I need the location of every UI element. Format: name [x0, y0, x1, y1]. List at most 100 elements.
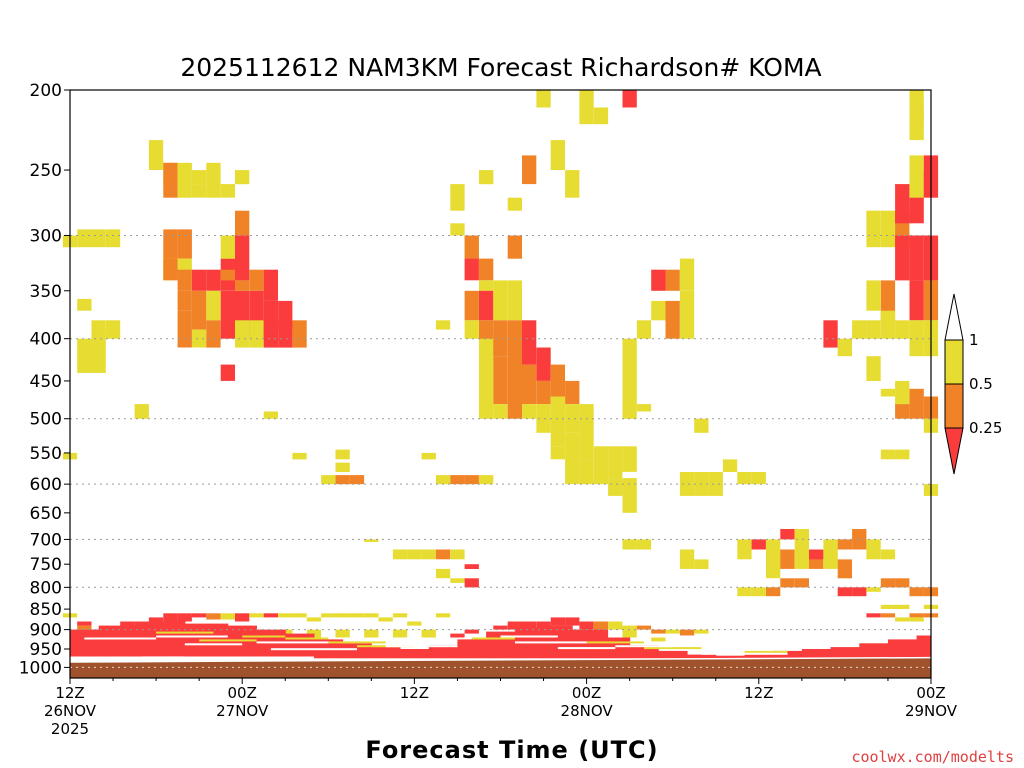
cell-271 — [737, 587, 752, 597]
cell-77 — [450, 223, 465, 236]
cell-96 — [507, 320, 522, 381]
cell-273 — [766, 587, 781, 597]
cell-220 — [378, 617, 393, 622]
cell-194 — [909, 90, 924, 125]
cell-162 — [895, 449, 910, 460]
cell-45 — [220, 269, 235, 281]
cell-76 — [435, 320, 451, 330]
cell-37 — [220, 290, 235, 339]
cell-142 — [694, 418, 709, 433]
cell-44 — [220, 235, 235, 259]
cell-217 — [335, 613, 350, 618]
x-tick-label-0-1: 26NOV — [44, 702, 97, 720]
low-band-segment-27 — [887, 639, 918, 659]
cell-251 — [421, 629, 436, 638]
cell-117 — [593, 446, 609, 485]
cell-218 — [349, 613, 365, 618]
cell-54 — [163, 258, 178, 281]
x-tick-label-5-1: 29NOV — [905, 702, 958, 720]
cell-211 — [249, 613, 264, 618]
cell-125 — [636, 404, 652, 412]
cell-133 — [679, 290, 695, 339]
cell-176 — [909, 235, 924, 281]
cell-73 — [435, 568, 451, 579]
cell-92 — [493, 404, 508, 419]
low-band-yellow-1 — [199, 639, 257, 642]
cell-88 — [479, 338, 494, 419]
cell-146 — [737, 539, 752, 560]
cell-36 — [206, 320, 221, 348]
cell-234 — [608, 621, 623, 630]
low-band-segment-23 — [773, 650, 803, 659]
cell-61 — [364, 539, 379, 542]
cell-127 — [579, 90, 594, 125]
cell-210 — [235, 613, 250, 622]
cell-259 — [909, 613, 924, 618]
low-band-segment-1 — [98, 625, 143, 657]
cell-172 — [895, 184, 910, 224]
cell-249 — [364, 629, 379, 638]
y-tick-label-700: 700 — [30, 530, 62, 550]
y-tick-label-500: 500 — [30, 410, 62, 430]
y-tick-label-350: 350 — [30, 282, 62, 302]
cell-108 — [550, 396, 565, 447]
cell-74 — [450, 578, 465, 583]
y-tick-label-1000: 1000 — [19, 658, 62, 678]
low-band-yellow-3 — [285, 637, 329, 640]
cell-212 — [263, 613, 278, 618]
low-band-white-9 — [615, 645, 673, 648]
cell-6 — [77, 338, 92, 373]
cell-124 — [622, 539, 637, 550]
cell-203 — [134, 621, 149, 630]
cell-64 — [421, 549, 436, 560]
cell-15 — [177, 162, 192, 198]
y-tick-label-200: 200 — [30, 81, 62, 101]
cell-132 — [679, 258, 695, 291]
cell-135 — [679, 472, 695, 496]
cell-16 — [192, 170, 207, 185]
y-tick-label-300: 300 — [30, 226, 62, 246]
cell-102 — [507, 197, 522, 211]
cell-12 — [148, 140, 164, 170]
cell-161 — [880, 449, 896, 460]
cell-272 — [751, 587, 766, 597]
cell-183 — [909, 155, 924, 198]
cell-255 — [622, 629, 637, 638]
low-band-segment-28 — [916, 635, 932, 659]
cell-150 — [780, 549, 795, 569]
cell-101 — [522, 155, 537, 185]
cell-240 — [694, 629, 709, 634]
cell-198 — [77, 621, 92, 626]
cell-207 — [192, 613, 207, 618]
cell-258 — [895, 604, 910, 609]
cell-27 — [192, 269, 207, 291]
cell-63 — [407, 549, 422, 560]
x-tick-label-2-0: 12Z — [400, 684, 429, 702]
cell-149 — [766, 549, 781, 579]
cell-115 — [579, 404, 594, 460]
cell-82 — [479, 258, 494, 281]
richardson-cells — [62, 90, 939, 659]
low-band-white-1 — [156, 635, 228, 638]
low-band-segment-0 — [70, 629, 100, 657]
y-tick-label-550: 550 — [30, 444, 62, 464]
cell-160 — [866, 320, 881, 339]
low-band-segment-16 — [572, 629, 602, 659]
cell-59 — [335, 475, 350, 485]
low-band-segment-24 — [801, 649, 832, 659]
cell-174 — [880, 280, 896, 321]
cell-109 — [550, 446, 565, 460]
low-band-segment-9 — [371, 647, 401, 659]
cell-4 — [105, 229, 121, 248]
cell-165 — [837, 539, 852, 550]
cell-248 — [335, 629, 350, 638]
cell-159 — [852, 320, 867, 339]
cell-110 — [565, 380, 580, 405]
low-band-yellow-8 — [644, 647, 702, 650]
cell-35 — [206, 290, 221, 321]
cell-130 — [651, 269, 666, 291]
cell-105 — [536, 404, 551, 433]
cell-50 — [278, 320, 293, 348]
low-band-segment-26 — [859, 643, 889, 659]
